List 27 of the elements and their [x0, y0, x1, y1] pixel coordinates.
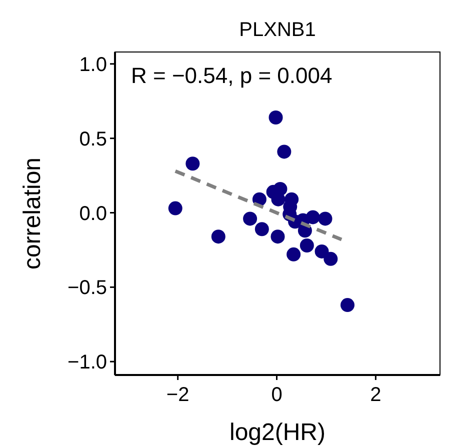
- point: [277, 144, 292, 159]
- point: [211, 230, 226, 244]
- point: [168, 201, 182, 216]
- y-tick-label: 0.0: [79, 202, 107, 225]
- x-axis-title: log2(HR): [229, 419, 326, 446]
- y-tick-label: 0.5: [79, 128, 107, 150]
- y-tick-label: −1.0: [68, 352, 107, 374]
- point: [300, 238, 314, 252]
- point: [254, 222, 269, 236]
- chart-title: PLXNB1: [239, 19, 316, 41]
- point: [186, 156, 200, 171]
- y-tick-label: −0.5: [68, 277, 107, 300]
- point: [286, 247, 301, 262]
- point: [318, 212, 332, 226]
- y-axis-title: correlation: [19, 157, 46, 270]
- annotation: R = −0.54, p = 0.004: [131, 63, 332, 88]
- y-tick-label: 1.0: [79, 54, 107, 76]
- point: [314, 244, 329, 258]
- point: [243, 212, 258, 226]
- x-tick-label: 0: [271, 384, 282, 406]
- x-tick-label: 2: [370, 384, 382, 406]
- point: [324, 252, 338, 266]
- x-tick-label: −2: [166, 384, 190, 406]
- point: [268, 110, 283, 124]
- point: [270, 230, 285, 244]
- point: [340, 298, 354, 312]
- point: [306, 210, 320, 224]
